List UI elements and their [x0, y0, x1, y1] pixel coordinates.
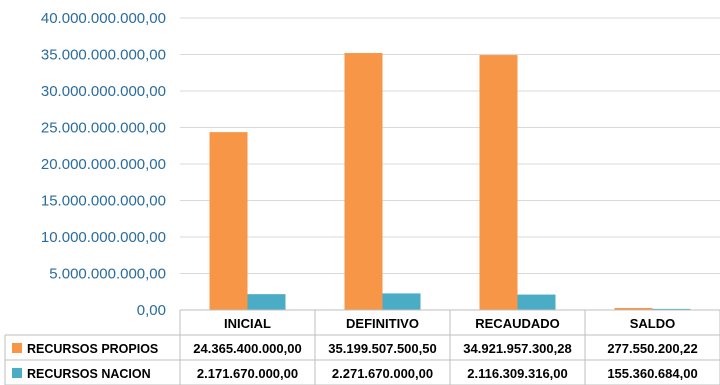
data-value-label: 155.360.684,00 — [607, 366, 697, 381]
bar-recursos-propios-definitivo — [344, 53, 383, 311]
bar-recursos-propios-saldo — [614, 307, 653, 310]
y-tick-label: 10.000.000.000,00 — [41, 229, 166, 246]
data-value-label: 277.550.200,22 — [607, 341, 697, 356]
bar-recursos-nacion-saldo — [652, 308, 691, 310]
category-label: RECAUDADO — [475, 316, 560, 331]
bar-recursos-nacion-recaudado — [517, 294, 556, 310]
data-value-label: 2.271.670.000,00 — [332, 366, 433, 381]
bar-recursos-propios-recaudado — [479, 55, 518, 310]
y-tick-label: 35.000.000.000,00 — [41, 47, 166, 64]
y-tick-label: 15.000.000.000,00 — [41, 193, 166, 210]
data-value-label: 2.171.670.000,00 — [197, 366, 298, 381]
y-tick-label: 5.000.000.000,00 — [49, 266, 166, 283]
bars — [209, 53, 691, 311]
bar-recursos-nacion-inicial — [247, 294, 286, 310]
y-tick-label: 40.000.000.000,00 — [41, 10, 166, 27]
y-tick-label: 0,00 — [137, 302, 166, 319]
category-label: INICIAL — [224, 316, 271, 331]
data-value-label: 34.921.957.300,28 — [463, 341, 571, 356]
y-tick-label: 20.000.000.000,00 — [41, 156, 166, 173]
data-value-label: 2.116.309.316,00 — [467, 366, 568, 381]
data-table: INICIAL DEFINITIVO RECAUDADO SALDO RECURSOS … — [4, 309, 720, 385]
legend-series-name: RECURSOS PROPIOS — [27, 342, 158, 356]
category-label: SALDO — [630, 316, 676, 331]
legend-series-name: RECURSOS NACION — [27, 367, 151, 381]
y-tick-label: 25.000.000.000,00 — [41, 120, 166, 137]
legend-swatch — [12, 368, 22, 378]
gridlines — [180, 17, 720, 311]
bar-recursos-propios-inicial — [209, 132, 248, 310]
bar-recursos-nacion-definitivo — [382, 293, 421, 310]
y-tick-label: 30.000.000.000,00 — [41, 83, 166, 100]
y-axis-tick-labels: 0,00 5.000.000.000,00 10.000.000.000,00 15.… — [41, 10, 166, 319]
data-value-label: 24.365.400.000,00 — [193, 341, 301, 356]
data-value-label: 35.199.507.500,50 — [328, 341, 436, 356]
legend-swatch — [12, 343, 22, 353]
category-label: DEFINITIVO — [346, 316, 419, 331]
